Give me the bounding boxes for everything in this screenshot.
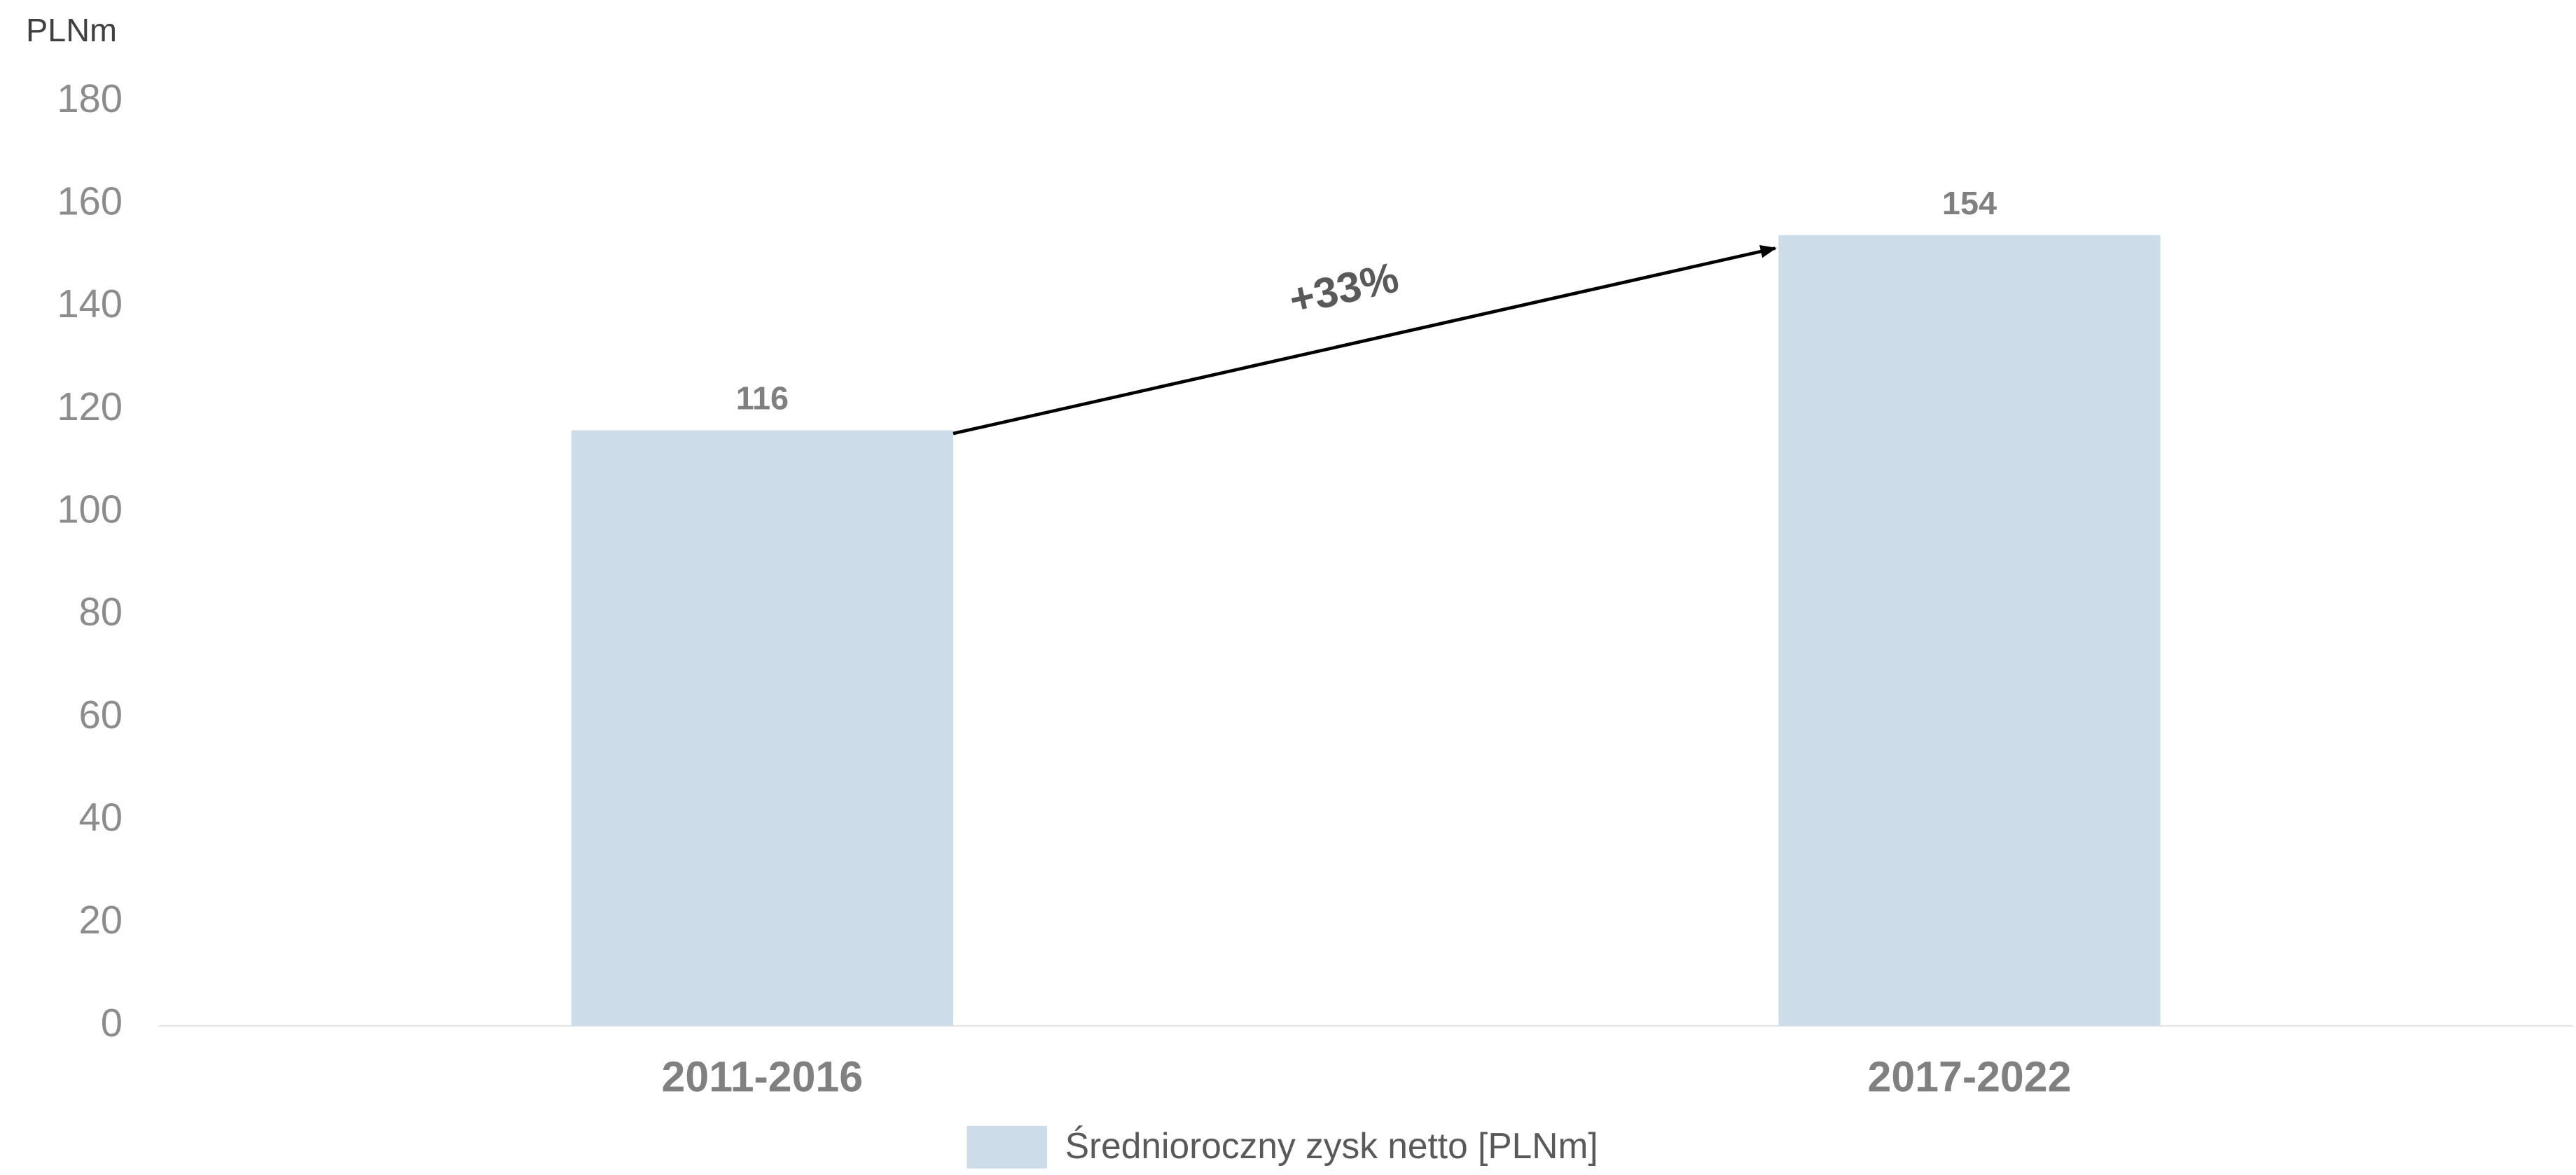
y-tick-label: 160 xyxy=(57,179,123,223)
value-label: 116 xyxy=(736,380,789,417)
x-tick-label: 2017-2022 xyxy=(1868,1052,2072,1100)
y-axis-label: PLNm xyxy=(26,12,117,48)
y-tick-label: 20 xyxy=(79,898,123,942)
y-tick-label: 0 xyxy=(101,1001,123,1045)
value-label: 154 xyxy=(1942,185,1997,221)
x-tick-label: 2011-2016 xyxy=(662,1052,864,1100)
legend-label: Średnioroczny zysk netto [PLNm] xyxy=(1065,1125,1598,1166)
bar xyxy=(571,430,953,1027)
y-tick-label: 100 xyxy=(57,487,123,531)
legend-swatch xyxy=(967,1125,1047,1169)
y-tick-label: 60 xyxy=(79,693,123,737)
bar xyxy=(1778,235,2161,1027)
change-annotation: +33% xyxy=(1284,253,1402,324)
y-tick-label: 180 xyxy=(57,76,123,120)
y-tick-label: 40 xyxy=(79,795,123,840)
y-tick-label: 140 xyxy=(57,281,123,326)
change-arrow xyxy=(953,244,1777,436)
y-tick-label: 80 xyxy=(79,590,123,634)
y-tick-label: 120 xyxy=(57,384,123,429)
